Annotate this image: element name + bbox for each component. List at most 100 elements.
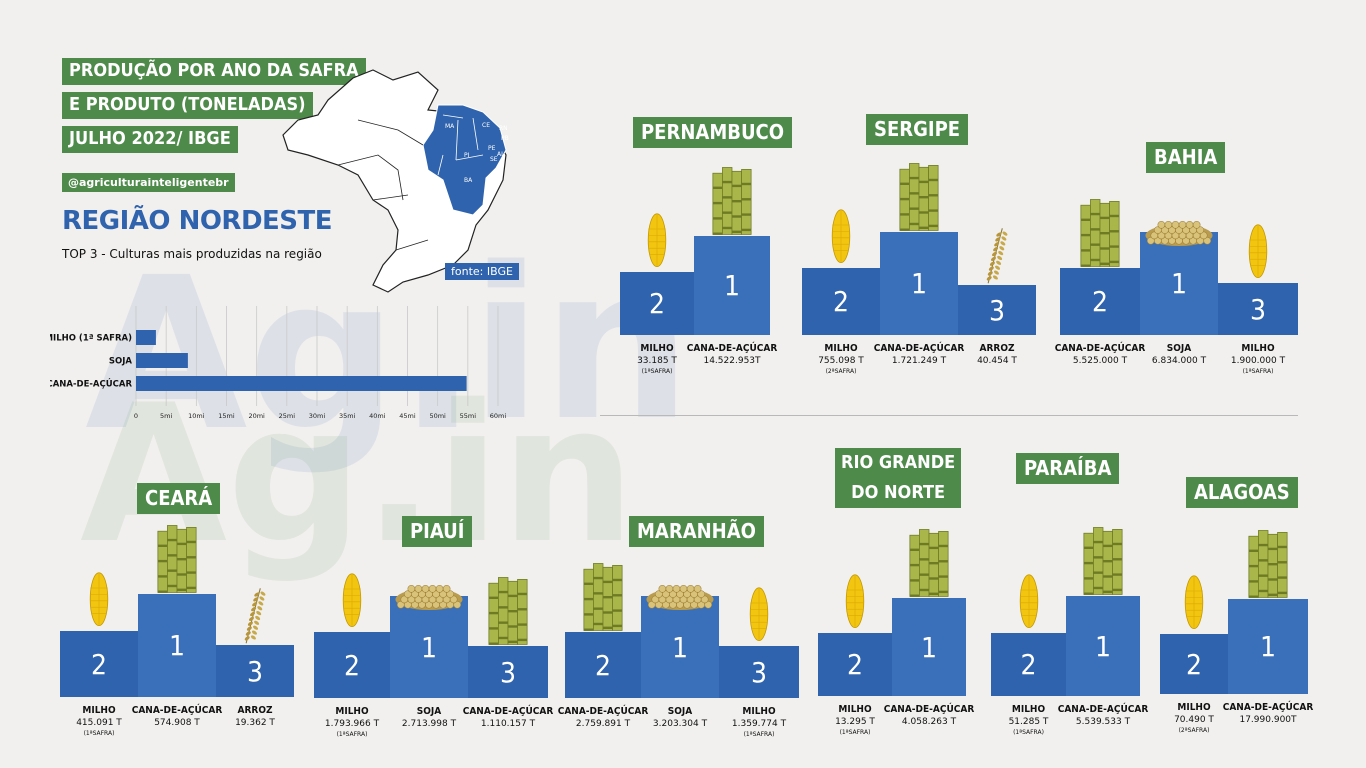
rank-number: 1 — [723, 269, 741, 302]
podium-step-1: 1 — [138, 594, 216, 697]
x-tick-label: 35mi — [339, 412, 356, 420]
state-name: MARANHÃO — [629, 516, 764, 547]
map-label-ma: MA — [445, 123, 455, 130]
harvest-note: (1ªSAFRA) — [641, 368, 673, 375]
harvest-note: (1ªSAFRA) — [839, 729, 871, 736]
harvest-note: (2ªSAFRA) — [825, 368, 857, 375]
corn-icon — [829, 206, 853, 272]
crop-value: 14.522.953T — [703, 356, 761, 366]
crop-label: ARROZ — [237, 705, 273, 716]
crop-value: 755.098 T — [818, 356, 864, 366]
map-label-pb: PB — [501, 135, 509, 142]
podium-step-1: 1 — [880, 232, 958, 335]
podium-step-2: 2 — [802, 268, 880, 335]
source-badge: fonte: IBGE — [445, 263, 519, 280]
crop-value: 1.793.966 T — [324, 719, 380, 729]
crop-value: 1.110.157 T — [480, 719, 536, 729]
corn-icon — [340, 570, 364, 636]
crop-label: CANA-DE-AÇÚCAR — [131, 705, 223, 716]
podium-step-3: 3 — [468, 646, 548, 698]
crop-label: MILHO — [1177, 702, 1211, 713]
crop-label: SOJA — [1166, 343, 1192, 354]
podium-step-2: 2 — [60, 631, 138, 697]
sugarcane-icon — [897, 160, 941, 236]
rank-number: 1 — [910, 267, 928, 300]
region-title: REGIÃO NORDESTE — [62, 206, 333, 236]
rank-number: 1 — [1259, 630, 1277, 663]
crop-label: CANA-DE-AÇÚCAR — [1222, 702, 1314, 713]
crop-value: 2.713.998 T — [401, 719, 457, 729]
podium-step-3: 3 — [216, 645, 294, 697]
rank-number: 1 — [1170, 267, 1188, 300]
sugarcane-icon — [1081, 524, 1125, 600]
podium-step-2: 2 — [818, 633, 892, 696]
sugarcane-icon — [486, 574, 530, 650]
bar — [136, 330, 156, 345]
rank-number: 2 — [1020, 648, 1037, 681]
crop-label: SOJA — [667, 706, 693, 717]
state-name: PERNAMBUCO — [633, 117, 793, 148]
podium-step-1: 1 — [641, 596, 719, 698]
rice-icon — [237, 583, 273, 649]
rank-number: 3 — [1249, 292, 1267, 326]
bar — [136, 376, 467, 391]
rank-number: 2 — [594, 648, 612, 682]
x-tick-label: 45mi — [399, 412, 416, 420]
state-name: CEARÁ — [137, 483, 221, 514]
crop-label: CANA-DE-AÇÚCAR — [1054, 343, 1146, 354]
bar-chart: 0 5mi 10mi 15mi 20mi 25mi 30mi 35mi 40mi 45mi 50mi… — [50, 306, 507, 420]
title-line-2: E PRODUTO (TONELADAS) — [62, 92, 313, 119]
social-handle: @agriculturainteligentebr — [62, 173, 235, 192]
sugarcane-icon — [1246, 527, 1290, 603]
state-name: RIO GRANDE DO NORTE — [835, 448, 962, 508]
corn-icon — [1017, 571, 1041, 637]
crop-value: 5.525.000 T — [1072, 356, 1128, 366]
category-label: CANA-DE-AÇÚCAR — [50, 378, 132, 390]
crop-label: MILHO — [335, 706, 369, 717]
podium-step-1: 1 — [390, 596, 468, 698]
soybean-icon — [393, 580, 465, 614]
podium-step-2: 2 — [565, 632, 641, 698]
crop-value: 17.990.900T — [1239, 715, 1297, 725]
crop-value: 574.908 T — [154, 718, 200, 728]
section-divider — [600, 415, 1298, 416]
podium-step-3: 3 — [958, 285, 1036, 335]
crop-value: 40.454 T — [977, 356, 1017, 366]
state-name: ALAGOAS — [1186, 477, 1298, 508]
rank-number: 2 — [1185, 647, 1203, 681]
corn-icon — [87, 569, 111, 635]
harvest-note: (2ªSAFRA) — [1178, 727, 1210, 734]
map-label-ba: BA — [464, 177, 473, 184]
crop-label: CANA-DE-AÇÚCAR — [557, 706, 649, 717]
state-name: BAHIA — [1146, 142, 1226, 173]
rank-number: 1 — [168, 629, 186, 662]
harvest-note: (1ªSAFRA) — [336, 731, 368, 738]
x-tick-label: 10mi — [188, 412, 205, 420]
rank-number: 2 — [343, 648, 361, 682]
region-subtitle: TOP 3 - Culturas mais produzidas na regi… — [62, 247, 322, 261]
crop-value: 1.721.249 T — [891, 356, 947, 366]
x-tick-label: 30mi — [309, 412, 326, 420]
rank-number: 3 — [246, 654, 264, 688]
crop-value: 415.091 T — [76, 718, 122, 728]
soybean-icon — [644, 580, 716, 614]
rank-number: 2 — [648, 287, 666, 320]
category-label: SOJA — [109, 357, 133, 367]
podium-step-1: 1 — [1228, 599, 1308, 694]
sugarcane-icon — [155, 522, 199, 598]
podium-step-2: 2 — [620, 272, 694, 335]
map-label-pi: PI — [464, 152, 470, 159]
crop-label: CANA-DE-AÇÚCAR — [462, 706, 554, 717]
state-name: PARAÍBA — [1016, 453, 1120, 484]
crop-value: 19.362 T — [235, 718, 275, 728]
crop-label: MILHO — [838, 704, 872, 715]
x-tick-label: 25mi — [279, 412, 296, 420]
rank-number: 1 — [420, 630, 438, 664]
crop-value: 70.490 T — [1174, 715, 1214, 725]
title-line-1: PRODUÇÃO POR ANO DA SAFRA — [62, 58, 366, 85]
x-tick-label: 60mi — [490, 412, 507, 420]
x-tick-label: 55mi — [460, 412, 477, 420]
rank-number: 3 — [750, 655, 768, 689]
corn-icon — [645, 210, 669, 276]
podium-step-3: 3 — [1218, 283, 1298, 335]
